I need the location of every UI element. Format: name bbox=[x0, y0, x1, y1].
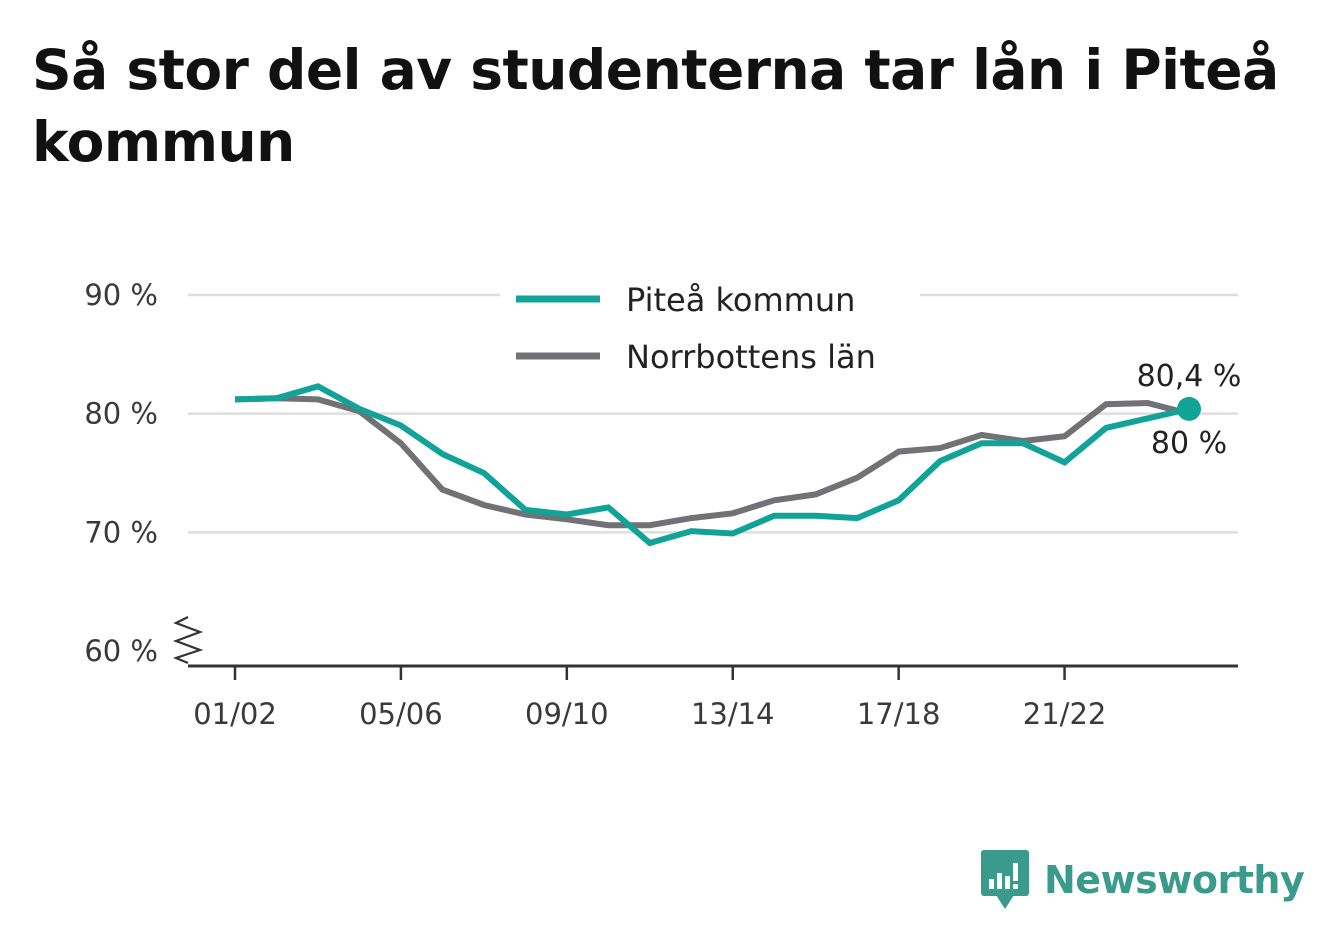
brand: Newsworthy bbox=[980, 848, 1305, 912]
x-axis bbox=[172, 616, 1238, 668]
end-label-norrbotten: 80 % bbox=[1151, 426, 1227, 461]
y-tick-label: 60 % bbox=[84, 634, 158, 668]
y-tick-label: 70 % bbox=[84, 515, 158, 549]
legend-background bbox=[500, 272, 920, 382]
x-axis-ticks: 01/02 05/06 09/10 13/14 17/18 21/22 bbox=[193, 666, 1106, 731]
x-tick-label: 13/14 bbox=[691, 697, 775, 731]
end-label-pitea: 80,4 % bbox=[1137, 359, 1242, 394]
y-axis-ticks: 60 % 70 % 80 % 90 % bbox=[84, 278, 158, 668]
legend: Piteå kommun Norrbottens län bbox=[500, 272, 920, 382]
x-tick-label: 17/18 bbox=[857, 697, 941, 731]
brand-name: Newsworthy bbox=[1044, 858, 1305, 902]
chart-title: Så stor del av studenterna tar lån i Pit… bbox=[32, 38, 1279, 174]
series-line-norrbotten bbox=[234, 395, 1190, 529]
series-lines bbox=[234, 383, 1201, 547]
x-tick-label: 21/22 bbox=[1023, 697, 1107, 731]
y-tick-label: 90 % bbox=[84, 278, 158, 312]
y-tick-label: 80 % bbox=[84, 397, 158, 431]
series-line-pitea bbox=[234, 383, 1190, 547]
x-tick-label: 01/02 bbox=[193, 697, 277, 731]
y-axis-break-icon bbox=[172, 616, 204, 665]
x-tick-label: 09/10 bbox=[525, 697, 609, 731]
legend-label-norrbotten: Norrbottens län bbox=[626, 338, 876, 376]
end-point-pitea bbox=[1177, 396, 1201, 421]
x-tick-label: 05/06 bbox=[359, 697, 443, 731]
newsworthy-logo-icon bbox=[981, 850, 1029, 909]
legend-label-pitea: Piteå kommun bbox=[626, 281, 855, 319]
